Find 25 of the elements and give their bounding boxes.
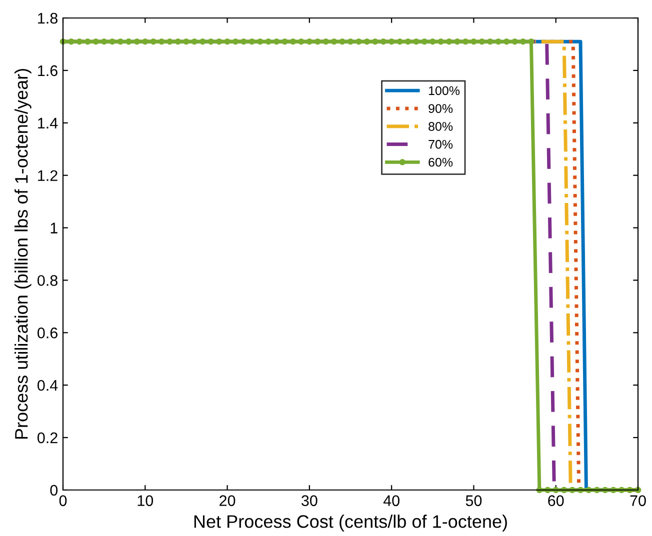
x-tick-label: 0 [59, 495, 67, 506]
y-tick-label: 0 [50, 484, 58, 496]
y-tick-label: 0.2 [38, 432, 58, 444]
x-axis-title: Net Process Cost (cents/lb of 1-octene) [194, 514, 507, 532]
y-tick-label: 0.8 [38, 275, 58, 286]
x-tick-label: 20 [220, 495, 236, 506]
legend-label: 90% [428, 104, 453, 113]
y-tick-label: 1 [50, 222, 58, 234]
y-tick-label: 0.4 [38, 380, 58, 391]
y-axis-title: Process utilization (billion lbs of 1-octene/year) [14, 68, 32, 439]
x-tick-label: 70 [630, 495, 646, 506]
x-tick-label: 10 [138, 495, 154, 506]
y-tick-label: 1.8 [38, 12, 58, 24]
legend-label: 70% [428, 140, 453, 149]
y-tick-label: 1.2 [38, 170, 58, 181]
x-tick-label: 50 [466, 495, 482, 506]
y-tick-label: 0.6 [38, 328, 58, 338]
x-tick-label: 60 [548, 495, 564, 506]
y-tick-label: 1.6 [38, 65, 58, 76]
legend-label: 100% [428, 86, 460, 96]
x-tick-label: 30 [302, 495, 318, 506]
legend-label: 80% [428, 122, 453, 131]
legend-label: 60% [428, 158, 453, 167]
y-tick-label: 1.4 [38, 118, 58, 128]
x-tick-label: 40 [383, 495, 400, 506]
